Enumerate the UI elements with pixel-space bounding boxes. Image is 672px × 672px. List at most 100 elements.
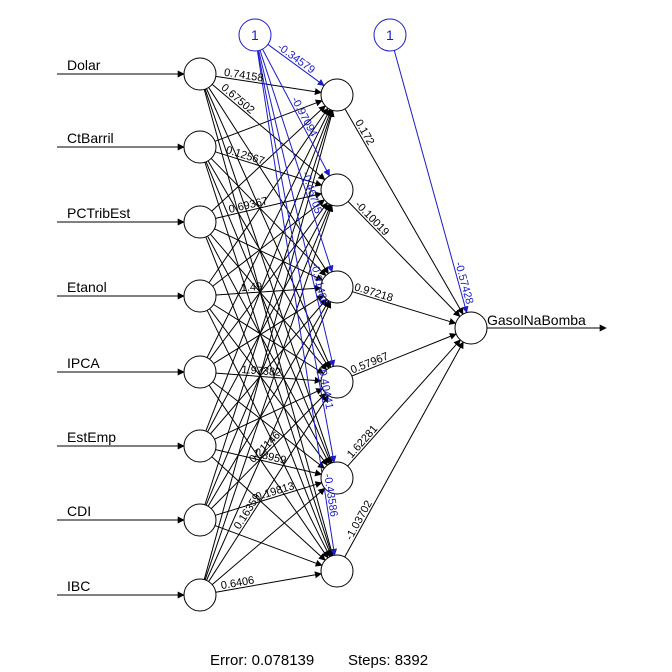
edge-hidden2-output <box>352 291 457 325</box>
input-node-ibc <box>183 578 217 612</box>
nodes-layer <box>183 18 488 612</box>
hidden-node-2 <box>320 173 354 207</box>
weight-hidden5-output: -1.03702 <box>343 498 374 542</box>
edge-input6-hidden4 <box>215 481 323 516</box>
edge-input5-hidden0 <box>205 109 333 432</box>
edge-input4-hidden3 <box>215 372 322 384</box>
edges-layer <box>57 44 607 599</box>
edge-input4-hidden1 <box>209 202 328 360</box>
weight-bias-hidden1: -0.97094 <box>289 95 320 139</box>
input-label-estemp: EstEmp <box>67 429 116 445</box>
edge-input1-hidden5 <box>204 162 334 557</box>
edge-input6-hidden5 <box>214 525 323 567</box>
weight-input-hidden-5: 1.97382 <box>241 364 282 379</box>
edge-bias-hidden4 <box>257 50 337 463</box>
edge-input3-hidden1 <box>212 199 325 287</box>
input-node-etanol <box>183 279 217 313</box>
edge-input7-hidden3 <box>208 394 329 582</box>
hidden-node-3 <box>320 270 354 304</box>
weight-bias-hidden0: -0.34579 <box>275 41 317 76</box>
edge-input3-hidden2 <box>215 284 322 296</box>
input-node-dolar <box>183 57 217 91</box>
input-label-etanol: Etanol <box>67 279 107 295</box>
edge-input4-hidden5 <box>208 384 329 559</box>
input-label-ctbarril: CtBarril <box>67 130 114 146</box>
weight-hidden4-output: 1.62281 <box>345 423 380 461</box>
edge-input7-hidden5 <box>215 571 322 593</box>
edge-input0-hidden5 <box>203 89 335 557</box>
edge-bias-output <box>393 50 469 314</box>
weight-hidden2-output: 0.97218 <box>353 281 395 304</box>
edge-input2-hidden0 <box>211 105 326 212</box>
hidden-node-5 <box>320 461 354 495</box>
edge-bias-hidden0 <box>267 44 325 86</box>
input-label-dolar: Dolar <box>67 57 101 73</box>
hidden-node-1 <box>320 78 354 112</box>
edge-input2-hidden3 <box>210 233 328 371</box>
edge-input7-hidden4 <box>211 487 326 585</box>
edge-input3-hidden4 <box>209 308 328 466</box>
edge-bias-hidden3 <box>258 50 336 368</box>
edge-input3-hidden5 <box>206 310 331 558</box>
edge-input5-hidden3 <box>214 388 324 440</box>
edge-input0-hidden0 <box>215 75 322 96</box>
edge-input7-hidden1 <box>204 204 334 581</box>
edge-hidden0-output <box>344 108 464 315</box>
input-node-pctribest <box>183 205 217 239</box>
weight-bias-hidden2: -0.46705 <box>299 170 324 215</box>
error-text: Error: 0.078139 <box>210 652 314 669</box>
edge-input6-hidden3 <box>210 392 327 509</box>
weight-hidden1-output: -0.10019 <box>352 199 391 239</box>
edge-input5-hidden4 <box>215 449 323 477</box>
input-node-estemp <box>183 429 217 463</box>
bias-node-2 <box>373 18 407 52</box>
edge-input2-hidden5 <box>205 236 333 557</box>
edge-input2-hidden2 <box>214 228 324 281</box>
edge-input6-hidden2 <box>207 300 330 507</box>
hidden-node-4 <box>320 365 354 399</box>
edge-input4-hidden4 <box>212 381 325 469</box>
input-node-ctbarril <box>183 130 217 164</box>
weight-hidden0-output: 0.172 <box>352 117 376 147</box>
edge-input5-hidden5 <box>211 456 326 561</box>
input-label-ibc: IBC <box>67 578 90 594</box>
edge-input6-hidden0 <box>204 109 334 505</box>
edge-input1-hidden4 <box>205 161 332 464</box>
edge-bias-hidden1 <box>262 48 330 177</box>
edge-input7-hidden0 <box>203 109 335 580</box>
weight-input-hidden-4: 1.49 <box>240 281 262 294</box>
output-node <box>454 311 488 345</box>
steps-text: Steps: 8392 <box>348 652 428 669</box>
edge-input5-hidden2 <box>210 298 328 435</box>
edge-input4-hidden0 <box>206 108 331 358</box>
edge-input0-hidden3 <box>206 88 332 369</box>
output-label: GasolNaBomba <box>487 312 586 328</box>
edge-hidden5-output <box>344 341 464 558</box>
edge-input3-hidden0 <box>208 107 329 284</box>
edge-input0-hidden1 <box>211 83 326 181</box>
edge-hidden1-output <box>347 201 461 318</box>
bias-node-1 <box>238 18 272 52</box>
hidden-node-6 <box>320 554 354 588</box>
input-node-cdi <box>183 503 217 537</box>
edge-bias-hidden5 <box>256 50 338 556</box>
bias-node-1-label: 1 <box>251 27 259 43</box>
edge-hidden3-output <box>351 333 457 377</box>
input-label-cdi: CDI <box>67 503 91 519</box>
edge-bias-hidden2 <box>259 50 334 273</box>
bias-node-2-label: 1 <box>386 27 394 43</box>
weight-input-hidden-0: 0.74158 <box>223 67 264 85</box>
edge-input7-hidden2 <box>206 300 332 581</box>
input-label-ipca: IPCA <box>67 355 100 371</box>
edge-input1-hidden2 <box>210 158 327 277</box>
edge-hidden4-output <box>347 339 461 467</box>
footer: Error: 0.078139 Steps: 8392 <box>210 652 428 669</box>
edge-input6-hidden1 <box>205 204 332 506</box>
weight-hidden3-output: 0.57967 <box>349 350 390 376</box>
weight-input-hidden-10: 0.6406 <box>220 575 255 593</box>
input-label-pctribest: PCTribEst <box>67 205 130 221</box>
weight-bias-output: -0.57428 <box>452 261 475 306</box>
input-node-ipca <box>183 355 217 389</box>
edge-input5-hidden1 <box>207 203 330 433</box>
